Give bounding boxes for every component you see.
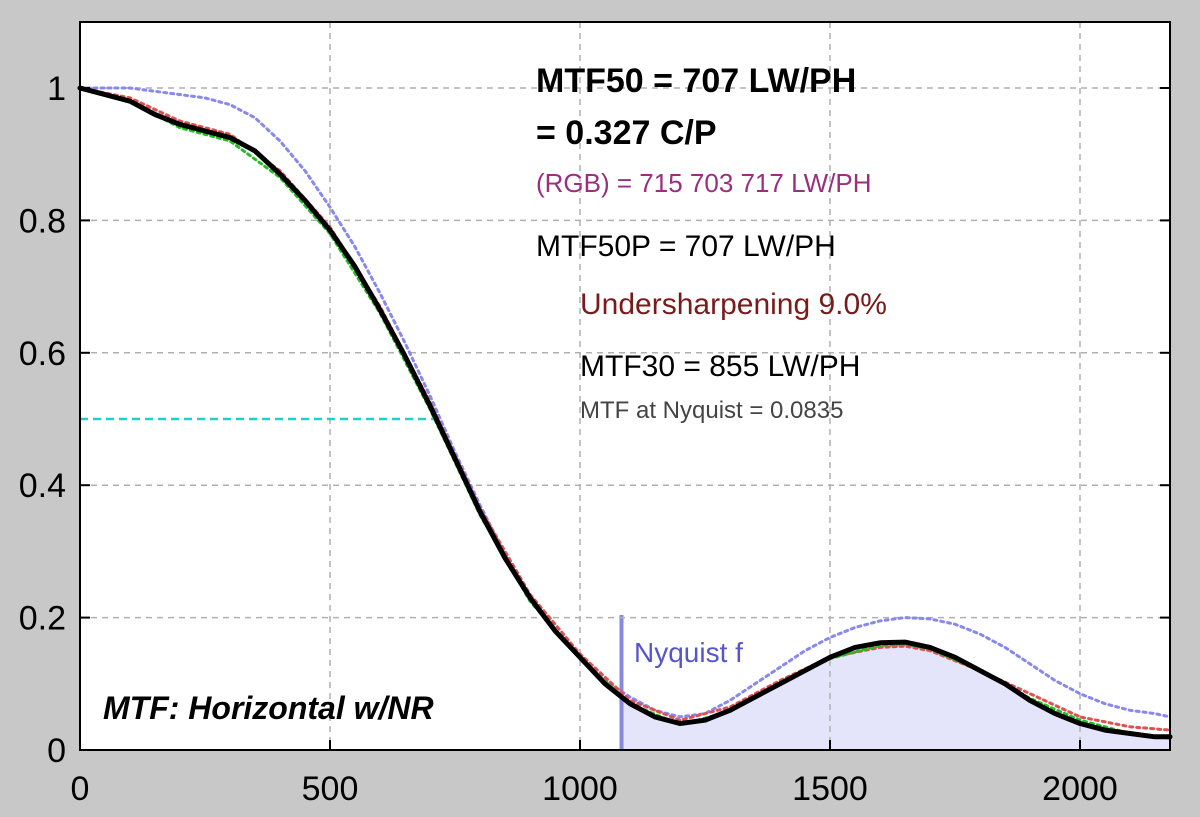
plot-area — [80, 22, 1170, 750]
rgb-annotation: (RGB) = 715 703 717 LW/PH — [536, 168, 872, 198]
y-tick-label: 0 — [47, 732, 66, 770]
plot-frame — [79, 21, 1171, 751]
undersharpening-annotation: Undersharpening 9.0% — [580, 288, 887, 321]
gridlines — [80, 22, 1170, 750]
y-tick-label: 0.4 — [19, 467, 66, 505]
x-tick-label: 1000 — [542, 770, 618, 808]
series-line-3 — [78, 86, 1172, 719]
nyquist-region — [619, 615, 1170, 750]
mtf50-cp-annotation: = 0.327 C/P — [536, 114, 717, 152]
x-tick-label: 500 — [302, 770, 359, 808]
axis-ticks: 0 500 1000 1500 2000 0 0.2 0.4 0.6 0.8 1 — [19, 70, 1170, 808]
panel-label: MTF: Horizontal w/NR — [103, 690, 434, 726]
mtf30-annotation: MTF30 = 855 LW/PH — [580, 350, 860, 383]
mtf50p-annotation: MTF50P = 707 LW/PH — [536, 230, 836, 263]
x-tick-label: 2000 — [1042, 770, 1118, 808]
x-tick-label: 1500 — [792, 770, 868, 808]
mtf50-annotation: MTF50 = 707 LW/PH — [536, 62, 856, 100]
x-tick-label: 0 — [71, 770, 90, 808]
nyquist-label: Nyquist f — [634, 637, 743, 668]
y-tick-label: 0.2 — [19, 600, 66, 638]
nyquist-value-annotation: MTF at Nyquist = 0.0835 — [580, 397, 843, 424]
y-tick-label: 1 — [47, 70, 66, 108]
nyquist-fill — [621, 642, 1170, 750]
series-group — [77, 85, 1173, 740]
series-line-0 — [77, 85, 1173, 740]
y-tick-label: 0.6 — [19, 335, 66, 373]
y-tick-label: 0.8 — [19, 202, 66, 240]
